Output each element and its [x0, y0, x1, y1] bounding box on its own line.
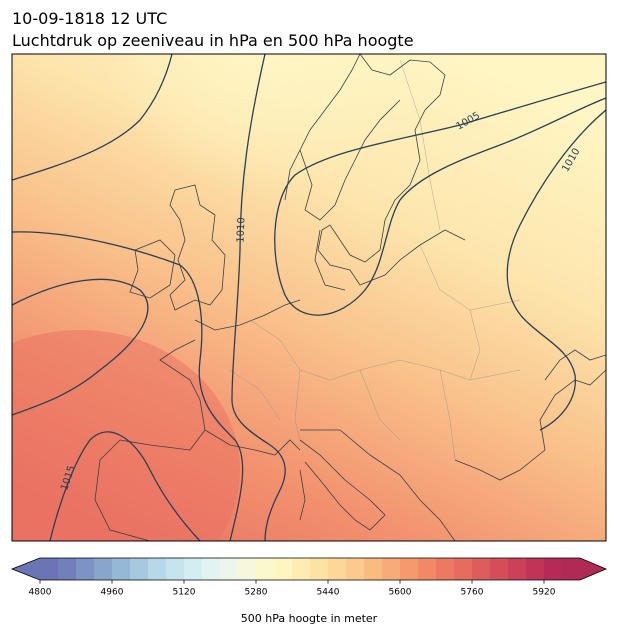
- colorbar-segment: [418, 558, 437, 580]
- colorbar-over: [580, 558, 606, 580]
- colorbar-segment: [220, 558, 239, 580]
- colorbar-segment: [346, 558, 365, 580]
- colorbar-segment: [274, 558, 293, 580]
- colorbar-segment: [544, 558, 563, 580]
- colorbar-segment: [112, 558, 131, 580]
- colorbar-segment: [310, 558, 329, 580]
- colorbar-tick-label: 5440: [317, 588, 340, 598]
- isobars: [12, 54, 606, 541]
- colorbar-segment: [436, 558, 455, 580]
- colorbar-segment: [400, 558, 419, 580]
- title: 10-09-1818 12 UTC: [12, 9, 167, 28]
- colorbar-tick-label: 5280: [245, 588, 268, 598]
- colorbar-segment: [58, 558, 77, 580]
- colorbar-segment: [454, 558, 473, 580]
- colorbar-segment: [256, 558, 275, 580]
- colorbar-segment: [130, 558, 149, 580]
- colorbar-segment: [76, 558, 95, 580]
- colorbar-segment: [292, 558, 311, 580]
- borders: [229, 59, 521, 461]
- warm-area: [12, 330, 240, 541]
- colorbar: 4800 4960 5120 5280 5440 5600 5760 5920: [10, 557, 608, 598]
- colorbar-segment: [508, 558, 527, 580]
- isobar-label: 1010: [236, 217, 248, 243]
- colorbar-tick-label: 4800: [29, 588, 52, 598]
- colorbar-segment: [94, 558, 113, 580]
- map-frame: [11, 53, 607, 542]
- subtitle: Luchtdruk op zeeniveau in hPa en 500 hPa…: [12, 31, 414, 50]
- colorbar-tick-label: 5600: [389, 588, 412, 598]
- colorbar-segment: [40, 558, 59, 580]
- ridge: [90, 54, 490, 340]
- colorbar-segment: [148, 558, 167, 580]
- colorbar-segment: [490, 558, 509, 580]
- colorbar-label: 500 hPa hoogte in meter: [241, 612, 378, 625]
- colorbar-segment: [472, 558, 491, 580]
- colorbar-segment: [562, 558, 581, 580]
- colorbar-outline: [10, 557, 608, 581]
- colorbar-segment: [166, 558, 185, 580]
- colorbar-segment: [382, 558, 401, 580]
- map: 1010 1005 1010 1015: [12, 54, 606, 541]
- colorbar-tick-label: 4960: [101, 588, 124, 598]
- colorbar-segment: [364, 558, 383, 580]
- colorbar-tick-label: 5920: [533, 588, 556, 598]
- colorbar-under: [12, 558, 40, 580]
- colorbar-tick-label: 5760: [461, 588, 484, 598]
- coastlines: [94, 54, 606, 541]
- colorbar-segment: [202, 558, 221, 580]
- colorbar-segment: [328, 558, 347, 580]
- colorbar-tick-label: 5120: [173, 588, 196, 598]
- colorbar-segment: [238, 558, 257, 580]
- colorbar-segment: [526, 558, 545, 580]
- colorbar-segment: [184, 558, 203, 580]
